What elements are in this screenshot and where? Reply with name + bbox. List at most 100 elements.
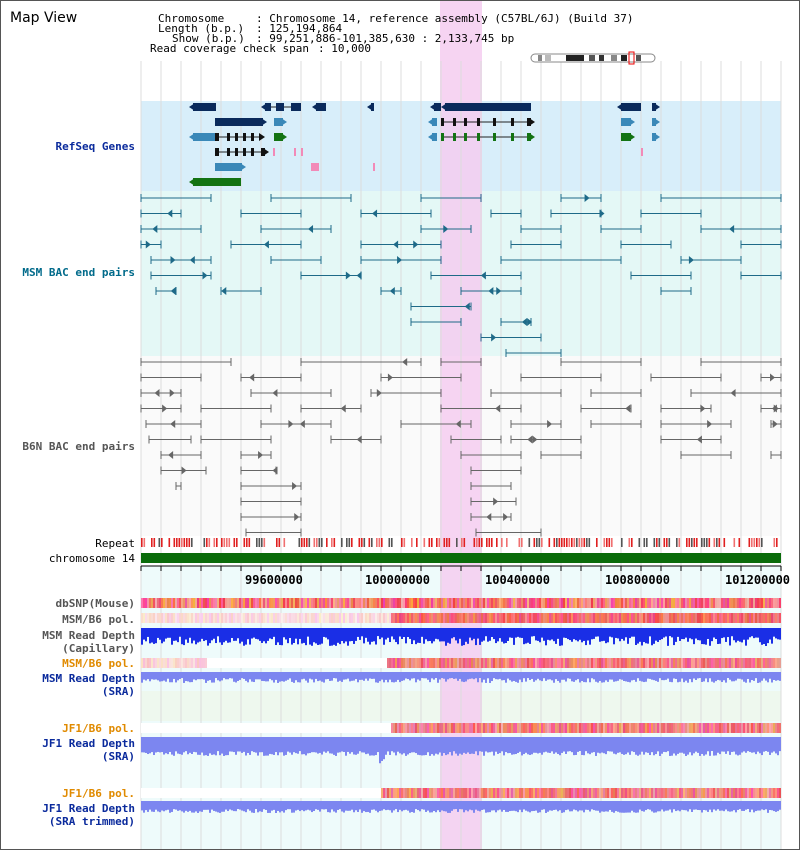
depth-bar (755, 737, 757, 755)
msm-pol2-cell (599, 658, 601, 668)
gene-arrow-icon (312, 103, 318, 111)
depth-bar (461, 628, 463, 646)
msm-pol-cell (335, 613, 337, 623)
jf1-pol-cell (747, 723, 749, 733)
msm-pol-cell (311, 613, 313, 623)
jf1-pol2-cell (519, 788, 521, 798)
coverage-label: Read coverage check span (150, 42, 309, 55)
msm-pol-cell (753, 613, 755, 623)
jf1-pol-cell (387, 723, 389, 733)
depth-bar (281, 628, 283, 646)
jf1-pol-cell (565, 723, 567, 733)
jf1-pol-cell (621, 723, 623, 733)
msm-pol2-cell (303, 658, 305, 668)
msm-pol2-cell (543, 658, 545, 668)
depth-bar (731, 801, 733, 812)
jf1-pol-cell (271, 723, 273, 733)
depth-bar (337, 672, 339, 682)
depth-bar (463, 672, 465, 683)
depth-bar (167, 672, 169, 679)
depth-bar (681, 801, 683, 810)
depth-bar (347, 672, 349, 679)
depth-bar (415, 672, 417, 683)
depth-bar (623, 672, 625, 681)
msm-pol-cell (483, 613, 485, 623)
msm-pol-cell (309, 613, 311, 623)
dbsnp-cell (739, 598, 741, 608)
depth-bar (497, 737, 499, 754)
depth-bar (383, 801, 385, 810)
jf1-pol2-cell (683, 788, 685, 798)
msm-pol2-cell (561, 658, 563, 668)
depth-bar (639, 737, 641, 755)
repeat-mark (753, 538, 756, 547)
jf1-pol2-cell (177, 788, 179, 798)
depth-bar (219, 628, 221, 643)
repeat-mark (611, 538, 613, 547)
track-label-b6n-bac[interactable]: B6N BAC end pairs (22, 440, 135, 453)
depth-bar (395, 801, 397, 810)
jf1-pol-cell (713, 723, 715, 733)
depth-bar (397, 672, 399, 680)
jf1-pol-cell (553, 723, 555, 733)
depth-bar (535, 737, 537, 753)
msm-pol-cell (665, 613, 667, 623)
jf1-pol2-cell (669, 788, 671, 798)
jf1-pol2-cell (463, 788, 465, 798)
repeat-mark (233, 538, 236, 547)
depth-bar (619, 628, 621, 642)
depth-bar (321, 801, 323, 810)
depth-bar (235, 672, 237, 683)
jf1-pol-cell (741, 723, 743, 733)
msm-pol-cell (263, 613, 265, 623)
jf1-pol2-cell (149, 788, 151, 798)
dbsnp-cell (431, 598, 433, 608)
dbsnp-cell (439, 598, 441, 608)
jf1-pol2-cell (205, 788, 207, 798)
jf1-pol2-cell (665, 788, 667, 798)
depth-bar (599, 737, 601, 754)
msm-pol-cell (197, 613, 199, 623)
depth-bar (159, 628, 161, 640)
jf1-pol2-cell (159, 788, 161, 798)
dbsnp-cell (297, 598, 299, 608)
depth-bar (175, 672, 177, 683)
msm-pol2-cell (549, 658, 551, 668)
msm-pol-cell (647, 613, 649, 623)
msm-pol2-cell (285, 658, 287, 668)
msm-pol-cell (429, 613, 431, 623)
msm-pol2-cell (573, 658, 575, 668)
msm-pol2-cell (667, 658, 669, 668)
repeat-mark (491, 538, 493, 547)
depth-bar (285, 672, 287, 681)
depth-bar (365, 672, 367, 679)
jf1-pol-cell (655, 723, 657, 733)
dbsnp-cell (417, 598, 419, 608)
depth-bar (587, 737, 589, 754)
dbsnp-cell (703, 598, 705, 608)
jf1-pol-cell (197, 723, 199, 733)
dbsnp-cell (491, 598, 493, 608)
depth-bar (747, 737, 749, 752)
gene-arrow-icon (428, 133, 434, 141)
msm-pol2-cell (403, 658, 405, 668)
depth-bar (505, 801, 507, 812)
dbsnp-cell (277, 598, 279, 608)
jf1-pol2-cell (501, 788, 503, 798)
track-label-jf1-rd-trimmed-sub: (SRA trimmed) (48, 815, 135, 828)
jf1-pol-cell (311, 723, 313, 733)
dbsnp-cell (299, 598, 301, 608)
depth-bar (197, 672, 199, 680)
depth-bar (713, 628, 715, 638)
track-label-msm-bac[interactable]: MSM BAC end pairs (22, 266, 135, 279)
depth-bar (303, 672, 305, 679)
depth-bar (465, 801, 467, 811)
dbsnp-cell (155, 598, 157, 608)
depth-bar (757, 737, 759, 752)
depth-bar (145, 801, 147, 811)
msm-pol2-cell (387, 658, 389, 668)
track-label-refseq[interactable]: RefSeq Genes (55, 140, 135, 153)
depth-bar (567, 628, 569, 640)
jf1-pol2-cell (655, 788, 657, 798)
